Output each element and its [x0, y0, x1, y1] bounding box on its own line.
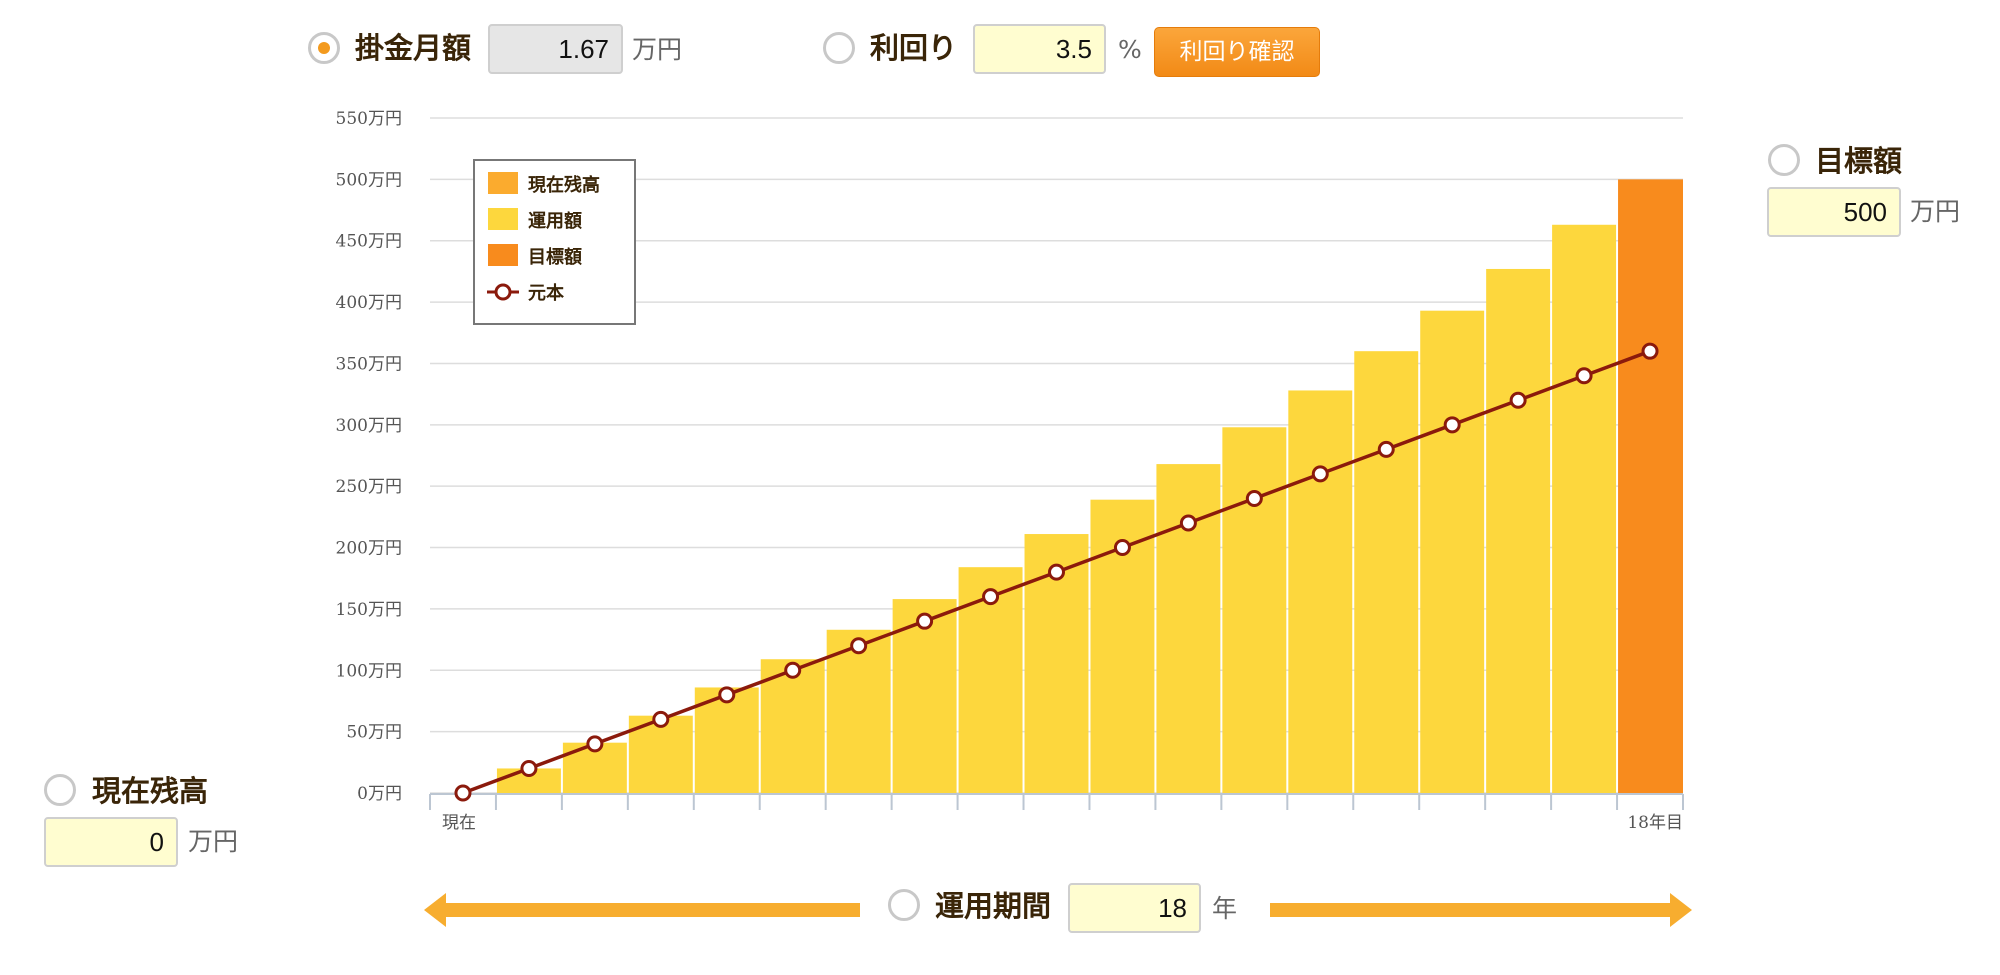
- period-label: 運用期間: [935, 889, 1052, 923]
- x-tick-label: 現在: [442, 813, 476, 833]
- principal-point: [916, 612, 934, 630]
- monthly-radio[interactable]: [308, 32, 340, 64]
- target-label: 目標額: [1815, 144, 1903, 178]
- legend-label-current-balance: 現在残高: [528, 174, 600, 196]
- period-unit: 年: [1212, 894, 1238, 923]
- current-unit: 万円: [188, 827, 239, 856]
- bar-invested: [1552, 224, 1617, 794]
- monthly-input[interactable]: 1.67: [488, 24, 623, 74]
- principal-point: [1509, 391, 1527, 409]
- principal-point: [850, 637, 868, 655]
- bar-invested: [1486, 268, 1551, 793]
- x-tick-label: 18年目: [1627, 813, 1683, 833]
- legend-label-invested: 運用額: [528, 210, 582, 232]
- monthly-unit: 万円: [632, 35, 683, 64]
- bar-target: [1618, 179, 1683, 793]
- y-tick-label: 250万円: [336, 477, 402, 497]
- monthly-label: 掛金月額: [355, 31, 472, 65]
- yield-input[interactable]: 3.5: [973, 24, 1106, 74]
- principal-point: [718, 686, 736, 704]
- legend-swatch-invested: [488, 208, 518, 230]
- principal-point: [454, 784, 472, 802]
- bar-invested: [1288, 390, 1353, 793]
- principal-point: [520, 759, 538, 777]
- bar-invested: [1420, 310, 1485, 793]
- y-tick-label: 150万円: [336, 600, 402, 620]
- y-tick-label: 300万円: [336, 416, 402, 436]
- target-unit: 万円: [1910, 197, 1961, 226]
- legend-label-principal: 元本: [528, 282, 564, 304]
- principal-point: [586, 735, 604, 753]
- bar-invested: [694, 687, 759, 793]
- left-arrow-icon: [424, 893, 860, 927]
- bar-invested: [1354, 351, 1419, 793]
- principal-point: [1048, 563, 1065, 581]
- y-tick-label: 200万円: [336, 539, 402, 559]
- yield-label: 利回り: [870, 31, 958, 65]
- period-radio[interactable]: [888, 889, 920, 921]
- principal-point: [1575, 367, 1593, 385]
- bar-invested: [892, 599, 957, 793]
- legend: 現在残高 運用額 目標額 元本: [473, 159, 636, 325]
- current-radio[interactable]: [44, 774, 76, 806]
- target-radio[interactable]: [1768, 144, 1800, 176]
- legend-swatch-target: [488, 244, 518, 266]
- legend-label-target: 目標額: [528, 246, 582, 268]
- principal-point: [1245, 489, 1263, 507]
- principal-point: [1311, 465, 1329, 483]
- principal-point: [1443, 416, 1461, 434]
- principal-point: [982, 588, 1000, 606]
- yield-radio[interactable]: [823, 32, 855, 64]
- current-input[interactable]: 0: [44, 817, 178, 867]
- legend-swatch-current-balance: [488, 172, 518, 194]
- legend-marker-principal: [494, 283, 512, 301]
- right-arrow-icon: [1270, 893, 1692, 927]
- principal-point: [1113, 539, 1131, 557]
- principal-point: [652, 710, 670, 728]
- principal-point: [1377, 440, 1395, 458]
- period-decrease-arrow[interactable]: [424, 893, 860, 927]
- bar-invested: [1222, 427, 1287, 793]
- y-tick-label: 400万円: [336, 293, 402, 313]
- y-tick-label: 450万円: [336, 232, 402, 252]
- period-increase-arrow[interactable]: [1270, 893, 1692, 927]
- y-tick-label: 500万円: [336, 170, 402, 190]
- bar-invested: [760, 659, 825, 793]
- y-tick-label: 350万円: [336, 354, 402, 374]
- y-tick-label: 0万円: [357, 784, 402, 804]
- yield-unit: %: [1118, 35, 1142, 64]
- yield-check-button[interactable]: 利回り確認: [1154, 27, 1320, 77]
- principal-point: [784, 661, 802, 679]
- principal-point: [1641, 342, 1659, 360]
- current-label: 現在残高: [92, 774, 209, 808]
- bar-invested: [826, 629, 891, 793]
- principal-point: [1179, 514, 1197, 532]
- y-tick-label: 550万円: [336, 109, 402, 129]
- y-tick-label: 100万円: [336, 661, 402, 681]
- y-tick-label: 50万円: [346, 723, 402, 743]
- period-input[interactable]: 18: [1068, 883, 1201, 933]
- target-input[interactable]: 500: [1767, 187, 1901, 237]
